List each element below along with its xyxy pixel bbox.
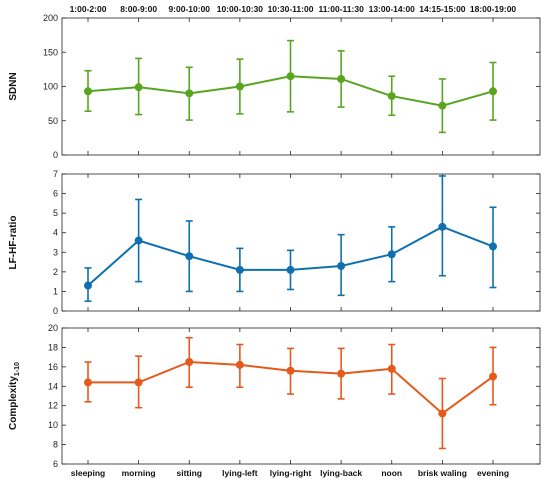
top-time-label: 10:00-10:30 [217, 4, 264, 14]
data-point [438, 409, 447, 418]
y-axis-label-text: Complexity [8, 376, 19, 430]
y-axis-label-subscript: 1-10 [14, 362, 21, 376]
panel-2: 0 1 2 3 4 5 6 7 LF-HF-ratio [8, 169, 541, 316]
category-label: lying-back [320, 468, 362, 478]
data-point [387, 364, 396, 373]
y-tick-label: 18 [48, 342, 58, 352]
panel-frame [61, 327, 541, 465]
y-tick-label: 10 [48, 420, 58, 430]
panel-1: 0 50 100 150 200 SDNN [8, 13, 541, 160]
y-tick-label: 4 [53, 228, 58, 238]
panel-3: 6 8 10 12 14 16 18 20 Complexity1-10 [8, 323, 541, 469]
category-label: morning [122, 468, 156, 478]
data-point [185, 89, 194, 98]
data-point [134, 378, 143, 387]
category-label: lying-right [270, 468, 312, 478]
data-point [387, 92, 396, 101]
data-point [438, 101, 447, 110]
category-label: sleeping [71, 468, 105, 478]
y-tick-label: 0 [53, 306, 58, 316]
top-time-label: 14:15-15:00 [419, 4, 466, 14]
y-tick-label: 14 [48, 381, 58, 391]
data-point [185, 252, 194, 261]
top-time-label: 18:00-19:00 [470, 4, 517, 14]
y-tick-label: 1 [53, 286, 58, 296]
y-axis-label: SDNN [8, 72, 19, 100]
data-point [286, 265, 295, 274]
panel-frame [61, 173, 541, 312]
data-point [84, 281, 92, 290]
data-point [489, 372, 497, 381]
y-tick-label: 20 [48, 323, 58, 333]
top-time-label: 13:00-14:00 [369, 4, 416, 14]
y-tick-label: 12 [48, 401, 58, 411]
data-point [235, 360, 244, 369]
y-axis-label-text: SDNN [8, 72, 19, 100]
data-point [387, 250, 396, 259]
data-point [235, 265, 244, 274]
y-tick-label: 6 [53, 189, 58, 199]
y-tick-label: 16 [48, 362, 58, 372]
top-time-label: 8:00-9:00 [120, 4, 157, 14]
y-tick-label: 2 [53, 267, 58, 277]
y-axis-label: LF-HF-ratio [8, 216, 19, 270]
data-point [337, 369, 346, 378]
data-point [337, 74, 346, 83]
top-time-label: 1:00-2:00 [70, 4, 107, 14]
y-tick-label: 0 [53, 150, 58, 160]
category-label: sitting [177, 468, 203, 478]
top-time-label: 11:00-11:30 [318, 4, 364, 14]
data-point [185, 358, 194, 366]
data-point [134, 236, 143, 245]
y-tick-label: 6 [53, 459, 58, 469]
y-tick-label: 50 [48, 116, 58, 126]
category-labels: sleeping morning sitting lying-left lying-ri… [71, 468, 509, 478]
y-axis-label: Complexity1-10 [8, 362, 21, 430]
top-time-labels: 1:00-2:00 8:00-9:00 9:00-10:00 10:00-10:30 1… [70, 4, 517, 14]
top-time-label: 9:00-10:00 [168, 4, 210, 14]
y-tick-label: 7 [53, 169, 58, 179]
y-tick-label: 8 [53, 440, 58, 450]
category-label: lying-left [222, 468, 258, 478]
category-label: evening [477, 468, 509, 478]
category-label: brisk waling [418, 468, 467, 478]
top-time-label: 10:30-11:00 [268, 4, 314, 14]
data-point [84, 378, 92, 387]
data-point [489, 87, 497, 96]
y-tick-label: 3 [53, 247, 58, 257]
y-axis-label-text: LF-HF-ratio [8, 216, 19, 270]
y-tick-label: 200 [43, 13, 58, 23]
data-point [286, 72, 295, 81]
y-tick-label: 100 [43, 82, 58, 92]
data-point [235, 82, 244, 91]
panel-frame [61, 17, 541, 156]
data-point [286, 366, 295, 375]
data-point [489, 242, 497, 251]
y-tick-label: 150 [43, 47, 58, 57]
chart-panels: 050100150200SDNN01234567LF-HF-ratio68101… [8, 13, 541, 469]
category-label: noon [381, 468, 402, 478]
y-tick-label: 5 [53, 208, 58, 218]
data-point [84, 87, 92, 96]
data-point [337, 261, 346, 270]
data-point [438, 222, 447, 231]
data-point [134, 83, 143, 92]
